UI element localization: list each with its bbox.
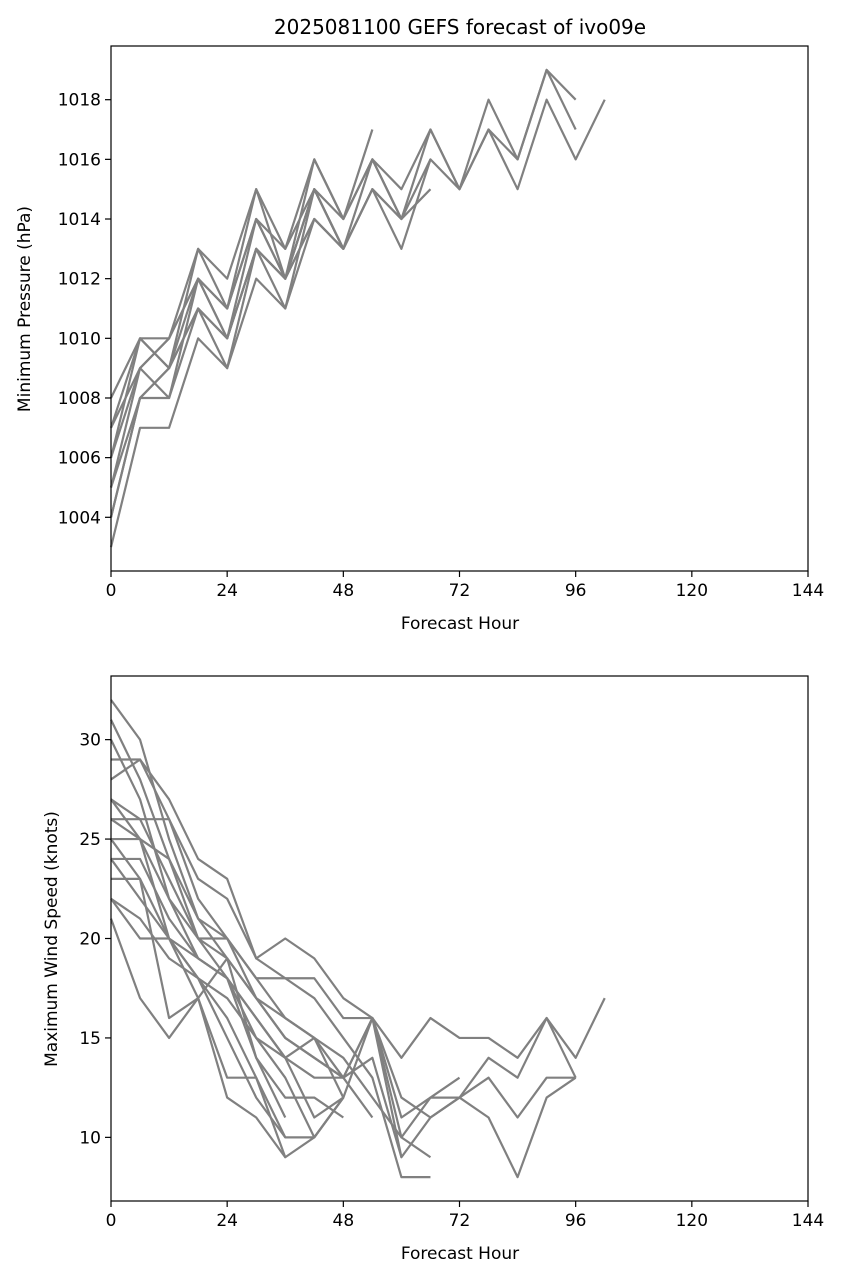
pressure-x-tick-label-48: 48 bbox=[333, 581, 355, 601]
pressure-y-tick-label-1014: 1014 bbox=[58, 210, 101, 230]
pressure-member-line-8 bbox=[109, 188, 345, 458]
pressure-x-tick-label-120: 120 bbox=[676, 581, 708, 601]
wind-x-tick-label-72: 72 bbox=[449, 1211, 471, 1231]
pressure-y-tick-label-1018: 1018 bbox=[58, 91, 101, 111]
pressure-x-tick-label-24: 24 bbox=[216, 581, 238, 601]
wind-x-tick-label-48: 48 bbox=[333, 1211, 355, 1231]
pressure-x-axis-ticks: 0 24 48 72 96 120 144 bbox=[106, 571, 824, 601]
pressure-y-tick-label-1016: 1016 bbox=[58, 150, 101, 170]
wind-y-axis-label: Maximum Wind Speed (knots) bbox=[42, 811, 62, 1067]
wind-member-line-12 bbox=[111, 877, 344, 1119]
pressure-member-line-3 bbox=[109, 98, 606, 488]
pressure-y-tick-label-1004: 1004 bbox=[58, 508, 101, 528]
wind-x-tick-label-96: 96 bbox=[565, 1211, 587, 1231]
wind-member-line-3 bbox=[110, 739, 576, 1119]
wind-member-line-6 bbox=[110, 798, 431, 1179]
wind-member-line-7 bbox=[110, 818, 432, 1159]
pressure-y-tick-label-1012: 1012 bbox=[58, 270, 101, 290]
pressure-member-line-9 bbox=[110, 217, 345, 429]
wind-x-tick-label-24: 24 bbox=[216, 1211, 238, 1231]
pressure-y-axis-label: Minimum Pressure (hPa) bbox=[15, 206, 35, 412]
wind-member-line-4 bbox=[111, 758, 577, 1179]
wind-y-tick-label-10: 10 bbox=[79, 1128, 101, 1148]
wind-x-axis-label: Forecast Hour bbox=[401, 1244, 519, 1264]
wind-y-tick-label-25: 25 bbox=[79, 830, 101, 850]
wind-member-line-13 bbox=[110, 897, 345, 1139]
wind-y-tick-label-30: 30 bbox=[79, 731, 101, 751]
wind-panel: 0 24 48 72 96 120 144 10 15 20 25 30 Forecast Hour… bbox=[42, 675, 824, 1264]
wind-y-tick-label-20: 20 bbox=[79, 930, 101, 950]
wind-y-tick-label-15: 15 bbox=[79, 1029, 101, 1049]
wind-x-tick-label-0: 0 bbox=[106, 1211, 117, 1231]
wind-member-line-8 bbox=[111, 818, 403, 1158]
pressure-member-lines bbox=[109, 68, 606, 548]
pressure-x-tick-label-0: 0 bbox=[106, 581, 117, 601]
wind-member-line-14 bbox=[110, 898, 345, 1159]
pressure-member-line-10 bbox=[109, 188, 345, 518]
wind-x-tick-label-120: 120 bbox=[676, 1211, 708, 1231]
pressure-x-tick-label-144: 144 bbox=[792, 581, 824, 601]
pressure-member-line-6 bbox=[109, 159, 432, 548]
pressure-y-axis-ticks: 1004 1006 1008 1010 1012 1014 1016 1018 bbox=[58, 91, 111, 528]
wind-member-line-9 bbox=[111, 837, 374, 1119]
pressure-plot-frame bbox=[110, 45, 809, 572]
pressure-panel: 2025081100 GEFS forecast of ivo09e 0 24 48… bbox=[15, 15, 824, 634]
wind-member-line-17 bbox=[110, 798, 287, 1139]
pressure-y-tick-label-1008: 1008 bbox=[58, 389, 101, 409]
wind-x-axis-ticks: 0 24 48 72 96 120 144 bbox=[106, 1201, 824, 1231]
pressure-y-tick-label-1010: 1010 bbox=[58, 329, 101, 349]
wind-y-axis-ticks: 10 15 20 25 30 bbox=[79, 731, 111, 1148]
pressure-member-line-5 bbox=[109, 188, 432, 518]
wind-member-line-1 bbox=[110, 699, 606, 1079]
pressure-chart-title: 2025081100 GEFS forecast of ivo09e bbox=[274, 15, 646, 39]
wind-member-line-16 bbox=[110, 838, 287, 1158]
pressure-x-tick-label-96: 96 bbox=[565, 581, 587, 601]
wind-member-lines bbox=[109, 699, 606, 1179]
pressure-y-tick-label-1006: 1006 bbox=[58, 449, 101, 469]
pressure-x-axis-label: Forecast Hour bbox=[401, 614, 519, 634]
wind-x-tick-label-144: 144 bbox=[792, 1211, 824, 1231]
pressure-x-tick-label-72: 72 bbox=[449, 581, 471, 601]
